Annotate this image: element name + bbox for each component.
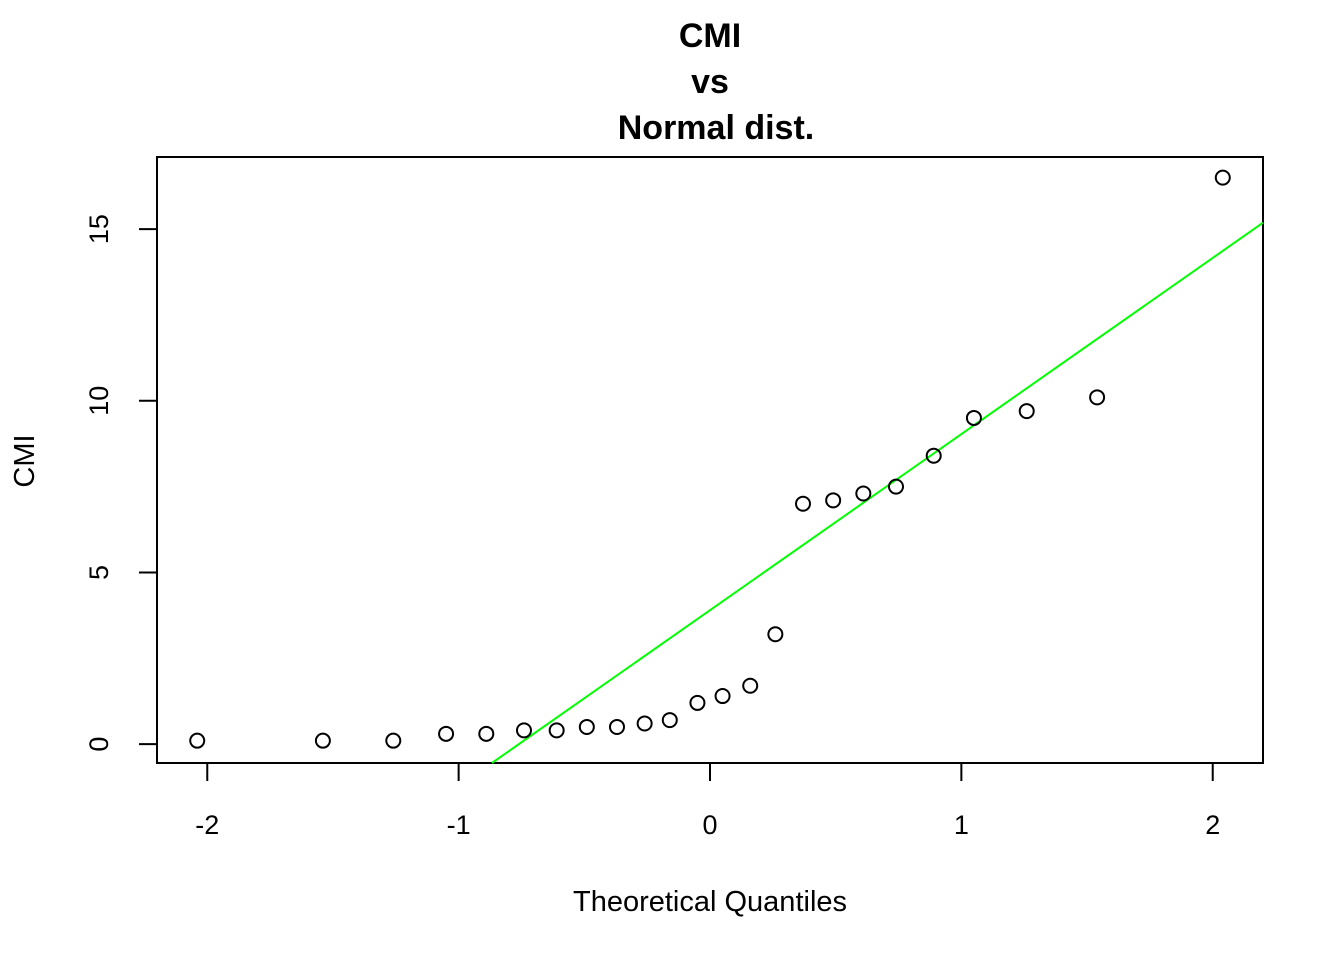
data-point xyxy=(636,715,653,732)
y-tick-label: 0 xyxy=(84,737,114,752)
data-point xyxy=(888,478,905,495)
data-point xyxy=(714,688,731,705)
y-tick-label: 5 xyxy=(84,565,114,580)
plot-frame xyxy=(156,156,1264,764)
x-tick-label: 0 xyxy=(702,810,717,840)
data-point xyxy=(385,732,402,749)
chart-title-line-2: vs xyxy=(691,63,729,101)
x-tick-label: 2 xyxy=(1205,810,1220,840)
y-axis-label: CMI xyxy=(9,434,41,487)
y-tick-label: 10 xyxy=(84,386,114,416)
chart-title-line-1: CMI xyxy=(679,17,741,55)
data-point xyxy=(189,732,206,749)
data-point xyxy=(742,677,759,694)
data-point xyxy=(855,485,872,502)
data-point xyxy=(1214,169,1231,186)
data-points xyxy=(189,169,1231,749)
chart-title-line-3: Normal dist. xyxy=(618,109,814,147)
data-point xyxy=(965,409,982,426)
y-axis: 0 5 10 15 xyxy=(84,214,158,752)
x-tick-label: -2 xyxy=(195,810,219,840)
x-tick-label: -1 xyxy=(447,810,471,840)
data-point xyxy=(661,712,678,729)
data-point xyxy=(925,447,942,464)
data-point xyxy=(314,732,331,749)
x-tick-label: 1 xyxy=(954,810,969,840)
data-point xyxy=(438,725,455,742)
data-point xyxy=(1018,403,1035,420)
x-axis: -2 -1 0 1 2 xyxy=(195,762,1220,840)
data-point xyxy=(767,626,784,643)
x-axis-label: Theoretical Quantiles xyxy=(573,886,847,918)
data-point xyxy=(795,495,812,512)
data-point xyxy=(515,722,532,739)
data-point xyxy=(578,718,595,735)
plot-area xyxy=(156,156,1264,764)
data-point xyxy=(1089,389,1106,406)
data-point xyxy=(478,725,495,742)
data-point xyxy=(608,718,625,735)
reference-line xyxy=(491,221,1264,764)
data-point xyxy=(689,694,706,711)
data-point xyxy=(548,722,565,739)
data-point xyxy=(825,492,842,509)
y-tick-label: 15 xyxy=(84,214,114,244)
